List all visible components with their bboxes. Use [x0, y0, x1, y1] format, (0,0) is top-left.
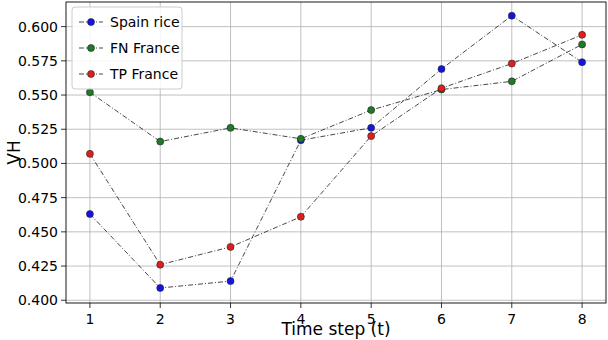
tick — [61, 26, 66, 27]
tick-label: 0.575 — [18, 53, 58, 69]
legend-label: FN France — [110, 40, 180, 56]
tick — [61, 60, 66, 61]
point — [297, 213, 304, 220]
legend-label: Spain rice — [110, 14, 180, 30]
tick — [61, 231, 66, 232]
grid-line — [66, 95, 606, 96]
point — [438, 85, 445, 92]
tick-label: 0.525 — [18, 121, 58, 137]
legend: Spain rice FN France TP France — [72, 7, 182, 89]
grid-line — [300, 2, 301, 303]
tick — [61, 129, 66, 130]
tick-label: 7 — [507, 311, 516, 327]
tick-label: 0.425 — [18, 258, 58, 274]
tick — [582, 303, 583, 308]
tick — [371, 303, 372, 308]
x-axis-label: Time step (t) — [280, 319, 390, 339]
point — [368, 133, 375, 140]
grid-line — [66, 231, 606, 232]
tick-label: 0.400 — [18, 292, 58, 308]
grid — [66, 2, 606, 303]
tick — [441, 303, 442, 308]
tick — [61, 300, 66, 301]
tick — [160, 303, 161, 308]
tick-label: 3 — [226, 311, 235, 327]
grid-line — [66, 163, 606, 164]
tick-label: 0.550 — [18, 87, 58, 103]
tick-label: 2 — [156, 311, 165, 327]
tick-label: 0.600 — [18, 19, 58, 35]
series-line — [90, 35, 582, 265]
tick-label: 8 — [578, 311, 587, 327]
grid-line — [66, 266, 606, 267]
point — [157, 261, 164, 268]
point — [86, 211, 93, 218]
chart: 0.4000.4250.4500.4750.5000.5250.5500.575… — [0, 0, 608, 340]
legend-marker — [88, 45, 95, 52]
point — [579, 59, 586, 66]
grid-line — [66, 300, 606, 301]
legend-box — [72, 7, 182, 89]
tick-label: 1 — [85, 311, 94, 327]
grid-line — [66, 197, 606, 198]
grid-line — [230, 2, 231, 303]
tick — [61, 266, 66, 267]
tick — [61, 197, 66, 198]
point — [297, 135, 304, 142]
point — [368, 107, 375, 114]
tick-label: 0.475 — [18, 190, 58, 206]
legend-marker — [88, 19, 95, 26]
frame — [66, 2, 606, 303]
plot-area — [86, 12, 585, 291]
point — [579, 41, 586, 48]
tick — [511, 303, 512, 308]
legend-label: TP France — [109, 66, 178, 82]
point — [157, 138, 164, 145]
point — [508, 12, 515, 19]
grid-line — [66, 129, 606, 130]
tick — [61, 95, 66, 96]
point — [86, 89, 93, 96]
point — [157, 284, 164, 291]
tick-label: 6 — [437, 311, 446, 327]
point — [368, 124, 375, 131]
point — [227, 278, 234, 285]
tick — [230, 303, 231, 308]
point — [227, 243, 234, 250]
tick — [61, 163, 66, 164]
point — [508, 60, 515, 67]
point — [227, 124, 234, 131]
grid-line — [511, 2, 512, 303]
point — [438, 66, 445, 73]
point — [86, 150, 93, 157]
point — [579, 31, 586, 38]
legend-marker — [88, 71, 95, 78]
tick — [300, 303, 301, 308]
point — [508, 78, 515, 85]
tick-label: 0.450 — [18, 224, 58, 240]
y-axis-label: VH — [4, 140, 24, 164]
grid-line — [441, 2, 442, 303]
grid-line — [371, 2, 372, 303]
tick — [89, 303, 90, 308]
